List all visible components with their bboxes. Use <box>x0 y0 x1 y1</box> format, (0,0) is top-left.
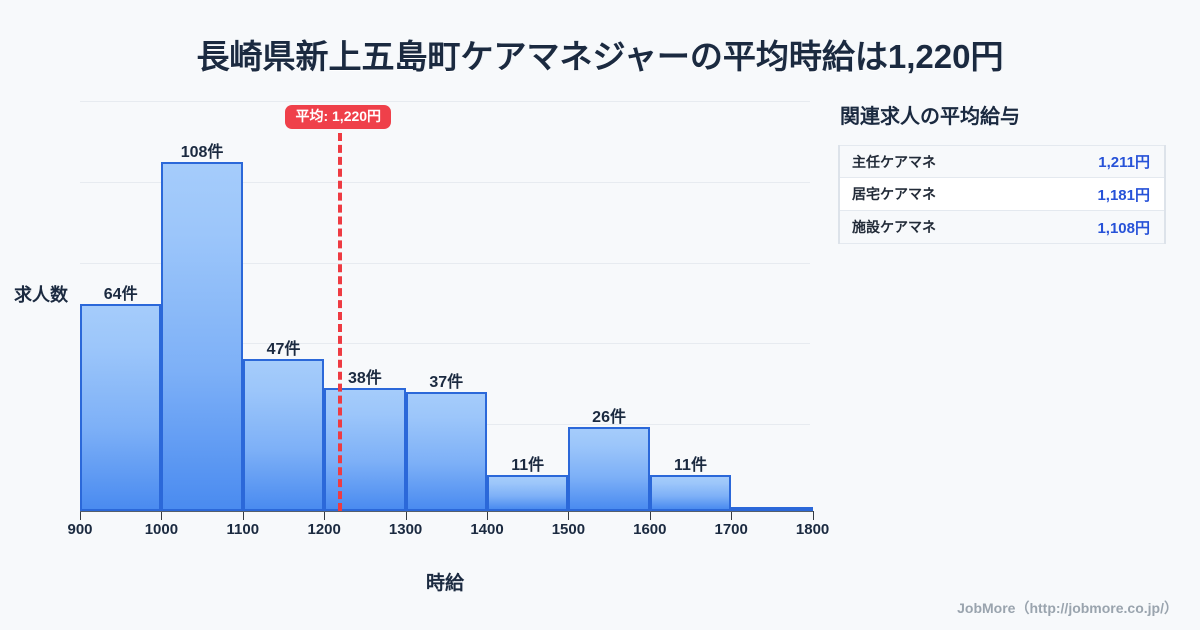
x-axis-tick-label: 1300 <box>388 521 423 538</box>
bar-value-label: 64件 <box>103 286 138 304</box>
histogram-bar <box>649 475 732 511</box>
x-axis-tick-mark <box>80 511 81 520</box>
x-axis-line <box>80 511 813 512</box>
bar-value-label: 108件 <box>180 144 224 162</box>
x-axis-tick-label: 1800 <box>795 521 830 538</box>
histogram-bar <box>487 475 569 511</box>
gridline <box>80 343 810 344</box>
x-axis-tick-mark <box>812 511 814 520</box>
gridline <box>80 263 810 264</box>
gridline <box>80 101 810 102</box>
salary-table-row: 主任ケアマネ 1,211円 <box>840 145 1164 178</box>
x-axis-tick-mark <box>568 511 570 520</box>
related-salary-panel: 関連求人の平均給与 主任ケアマネ 1,211円居宅ケアマネ 1,181円施設ケアマネ… <box>838 100 1168 244</box>
x-axis-tick-label: 900 <box>67 521 93 538</box>
x-axis-tick-label: 1700 <box>714 521 748 538</box>
salary-row-value: 1,181円 <box>1097 186 1150 204</box>
histogram-bar <box>324 388 406 511</box>
histogram-bar <box>242 359 325 511</box>
related-salary-table: 主任ケアマネ 1,211円居宅ケアマネ 1,181円施設ケアマネ 1,108円 <box>838 145 1166 244</box>
histogram-bar <box>568 427 650 511</box>
x-axis-tick-mark <box>487 511 488 520</box>
x-axis-tick-mark <box>649 511 651 520</box>
histogram-bar <box>731 507 813 511</box>
x-axis-tick-mark <box>242 511 244 520</box>
bar-value-label: 38件 <box>347 370 382 388</box>
average-line <box>338 133 343 511</box>
x-axis-tick-mark <box>161 511 163 520</box>
x-axis-tick-mark <box>324 511 326 520</box>
salary-row-value: 1,211円 <box>1098 154 1150 171</box>
x-axis-tick-mark <box>405 511 407 520</box>
histogram-bar <box>161 162 243 511</box>
x-axis-tick-label: 1600 <box>633 521 667 538</box>
salary-row-value: 1,108円 <box>1097 219 1150 237</box>
page-title: 長崎県新上五島町ケアマネジャーの平均時給は1,220円 <box>196 38 1004 75</box>
x-axis-tick-mark <box>731 511 733 520</box>
salary-row-label: 施設ケアマネ <box>852 219 936 235</box>
gridline <box>80 182 810 183</box>
x-axis-tick-label: 1400 <box>470 521 504 538</box>
histogram-bar <box>80 304 162 511</box>
bar-value-label: 37件 <box>429 373 464 391</box>
related-salary-title: 関連求人の平均給与 <box>840 106 1020 128</box>
histogram-bar <box>405 391 487 511</box>
bar-value-label: 47件 <box>266 341 301 359</box>
footer-attribution: JobMore（http://jobmore.co.jp/） <box>957 600 1178 616</box>
salary-table-row: 施設ケアマネ 1,108円 <box>840 211 1164 244</box>
bar-value-label: 11件 <box>674 457 707 475</box>
bar-value-label: 11件 <box>511 457 545 475</box>
x-axis-tick-label: 1000 <box>144 521 179 538</box>
bar-value-label: 26件 <box>592 409 626 427</box>
salary-table-row: 居宅ケアマネ 1,181円 <box>840 178 1164 211</box>
x-axis-tick-label: 1200 <box>307 521 341 538</box>
x-axis-tick-label: 1100 <box>226 521 260 538</box>
x-axis-title: 時給 <box>425 573 464 594</box>
average-badge: 平均: 1,220円 <box>285 105 392 130</box>
y-axis-title: 求人数 <box>14 285 68 305</box>
salary-row-label: 主任ケアマネ <box>852 153 936 170</box>
x-axis-tick-label: 1500 <box>551 521 586 538</box>
salary-row-label: 居宅ケアマネ <box>852 186 936 202</box>
